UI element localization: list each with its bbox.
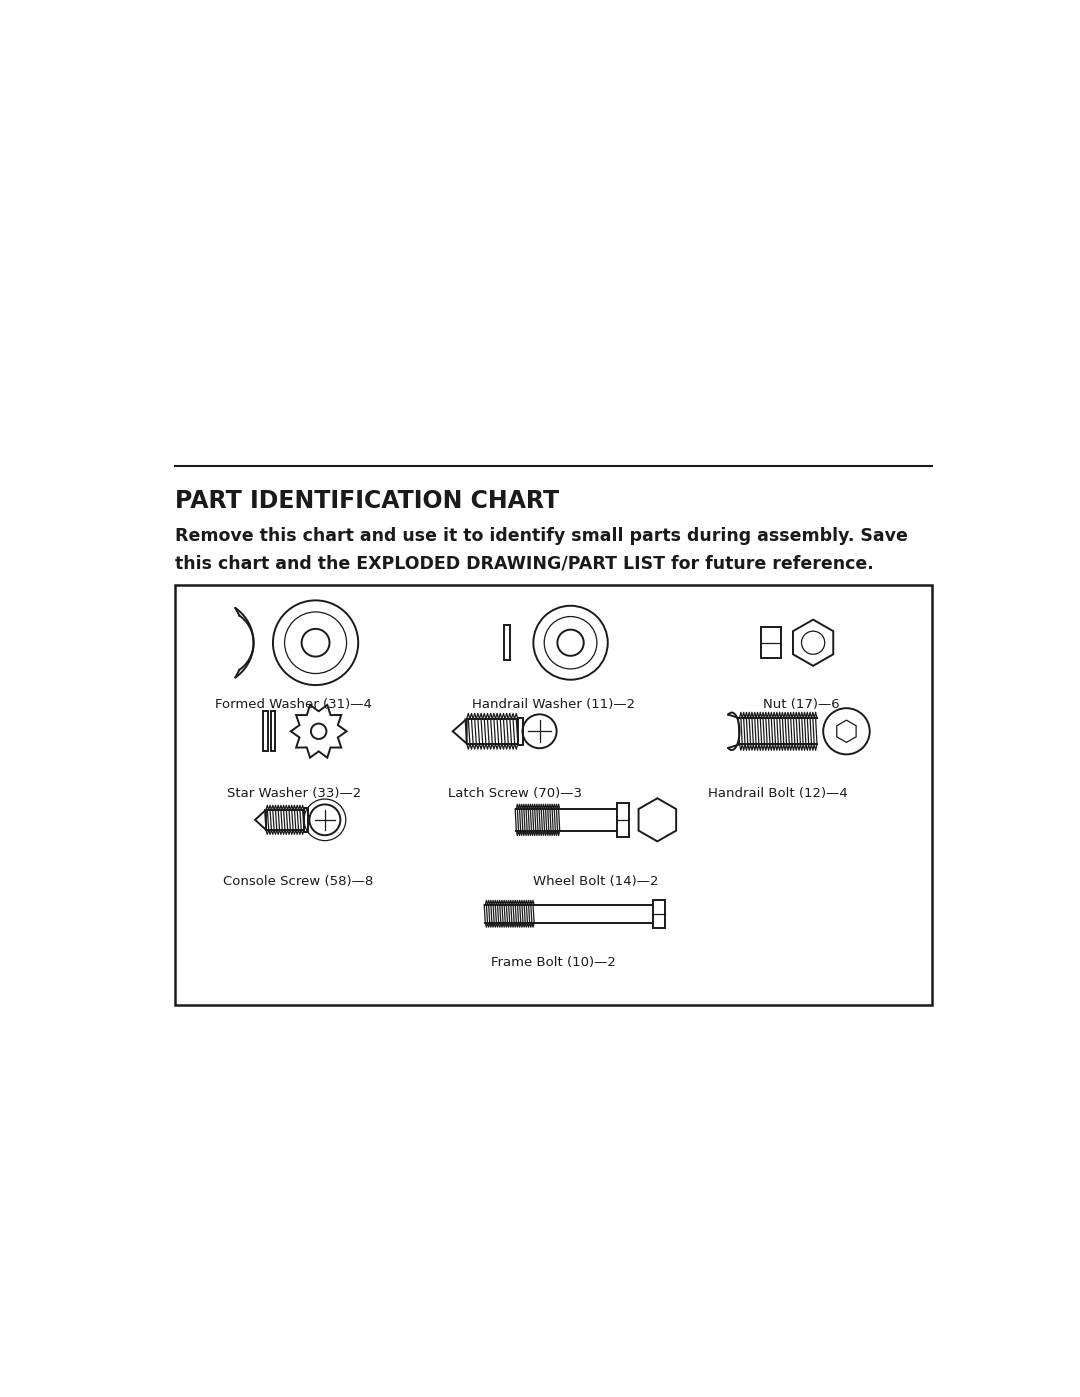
Text: Latch Screw (70)—3: Latch Screw (70)—3 [448,787,582,799]
Text: Remove this chart and use it to identify small parts during assembly. Save: Remove this chart and use it to identify… [175,527,908,545]
Bar [504,624,510,661]
Bar [517,718,523,745]
Text: PART IDENTIFICATION CHART: PART IDENTIFICATION CHART [175,489,559,513]
Text: Nut (17)—6: Nut (17)—6 [764,698,840,711]
Text: Wheel Bolt (14)—2: Wheel Bolt (14)—2 [534,876,659,888]
Bar [271,711,275,752]
Text: this chart and the EXPLODED DRAWING/PART LIST for future reference.: this chart and the EXPLODED DRAWING/PART… [175,555,874,573]
Bar [303,807,308,831]
Bar [262,711,268,752]
Text: Star Washer (33)—2: Star Washer (33)—2 [227,787,361,799]
Bar [652,900,665,928]
Text: Handrail Bolt (12)—4: Handrail Bolt (12)—4 [708,787,848,799]
Bar [175,585,932,1004]
Text: Console Screw (58)—8: Console Screw (58)—8 [222,876,373,888]
Text: Formed Washer (31)—4: Formed Washer (31)—4 [215,698,373,711]
Bar [761,627,781,658]
Text: Frame Bolt (10)—2: Frame Bolt (10)—2 [491,956,616,970]
Bar [617,803,630,837]
Text: Handrail Washer (11)—2: Handrail Washer (11)—2 [472,698,635,711]
